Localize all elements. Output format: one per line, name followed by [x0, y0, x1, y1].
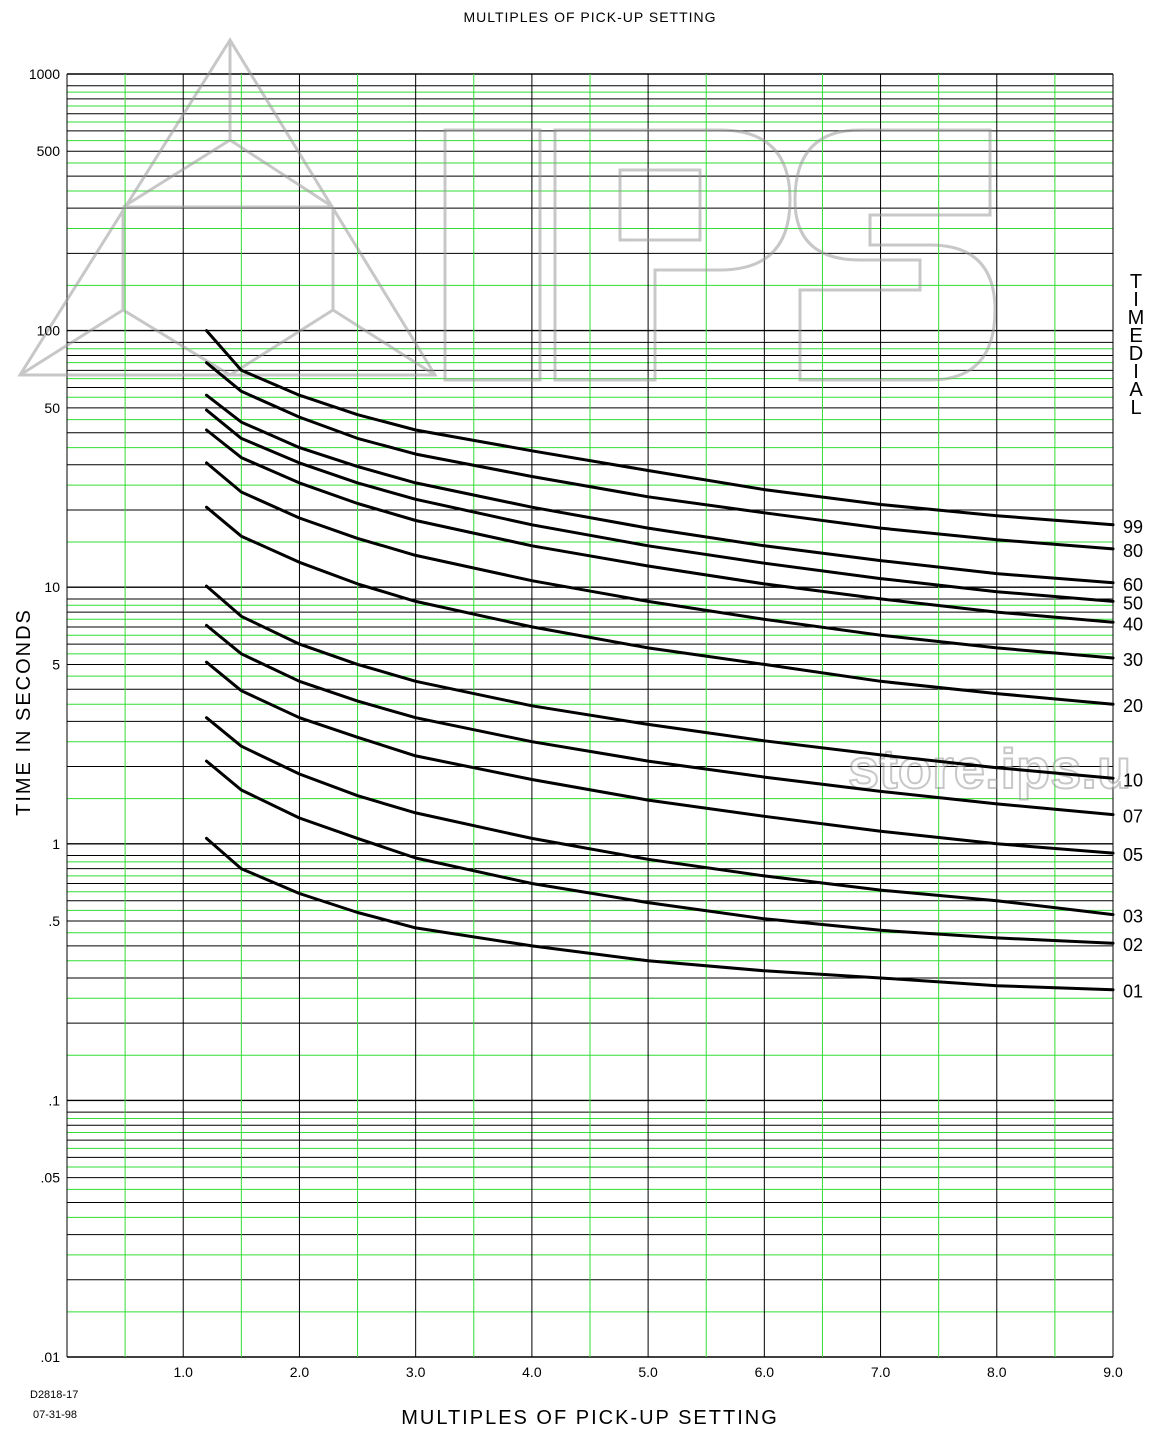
curve-30 [205, 461, 1115, 660]
curve-60 [205, 393, 1115, 585]
store-watermark-text: store.ips.u [848, 737, 1131, 800]
side-label-letter: I [1133, 289, 1139, 311]
y-tick-label: 500 [37, 143, 61, 159]
y-tick-label: .05 [41, 1170, 61, 1186]
y-tick-label: .01 [41, 1349, 61, 1365]
curve-label-07: 07 [1123, 807, 1143, 827]
x-tick-label: 2.0 [290, 1364, 310, 1380]
x-tick-label: 5.0 [638, 1364, 658, 1380]
curve-label-80: 80 [1123, 541, 1143, 561]
curve-50 [205, 408, 1115, 603]
curve-label-05: 05 [1123, 845, 1143, 865]
curve-80 [205, 361, 1115, 551]
curve-10 [205, 584, 1115, 780]
curve-label-30: 30 [1123, 650, 1143, 670]
side-label-letter: D [1129, 343, 1143, 365]
y-tick-label: 5 [52, 656, 60, 672]
side-label-letter: M [1128, 307, 1145, 329]
curve-label-02: 02 [1123, 935, 1143, 955]
y-tick-label: .5 [48, 913, 60, 929]
curve-label-99: 99 [1123, 517, 1143, 537]
side-label-letter: I [1133, 361, 1139, 383]
y-tick-label: .1 [48, 1092, 60, 1108]
y-tick-label: 100 [37, 323, 61, 339]
x-tick-label: 3.0 [406, 1364, 426, 1380]
curve-label-60: 60 [1123, 575, 1143, 595]
axis-tick-labels: 1.0 2.0 3.0 4.0 5.0 6.0 7.0 8.0 9.0 1000 500 100 50 1… [29, 66, 1123, 1380]
curve-02 [205, 759, 1115, 945]
doc-date: 07-31-98 [33, 1409, 77, 1421]
curve-07 [205, 623, 1115, 817]
y-tick-label: 10 [44, 579, 60, 595]
x-axis-label: MULTIPLES OF PICK-UP SETTING [401, 1407, 779, 1429]
curve-40 [205, 428, 1115, 624]
side-label-letter: T [1130, 271, 1142, 293]
x-tick-label: 4.0 [522, 1364, 542, 1380]
top-title: MULTIPLES OF PICK-UP SETTING [463, 9, 716, 25]
x-tick-label: 8.0 [987, 1364, 1007, 1380]
curve-03 [205, 716, 1115, 917]
curve-label-03: 03 [1123, 907, 1143, 927]
y-tick-label: 50 [44, 400, 60, 416]
x-tick-label: 9.0 [1103, 1364, 1123, 1380]
curve-label-20: 20 [1123, 696, 1143, 716]
side-label-letter: E [1129, 325, 1142, 347]
side-label-letter: L [1130, 397, 1141, 419]
x-tick-label: 7.0 [871, 1364, 891, 1380]
doc-code: D2818-17 [30, 1389, 78, 1401]
y-axis-label: TIME IN SECONDS [13, 608, 35, 816]
curve-label-01: 01 [1123, 982, 1143, 1002]
curve-label-10: 10 [1123, 770, 1143, 790]
side-label-letter: A [1129, 379, 1143, 401]
ips-watermark-logo: store.ips.u [17, 37, 1132, 801]
y-tick-label: 1 [52, 836, 60, 852]
curve-label-40: 40 [1123, 614, 1143, 634]
curve-05 [205, 660, 1115, 855]
curve-01 [205, 836, 1115, 992]
curve-99 [205, 329, 1115, 527]
x-tick-label: 6.0 [755, 1364, 775, 1380]
curve-20 [205, 505, 1115, 706]
grid-lines [66, 73, 1114, 1358]
curve-label-50: 50 [1123, 593, 1143, 613]
x-tick-label: 1.0 [173, 1364, 193, 1380]
y-tick-label: 1000 [29, 66, 60, 82]
